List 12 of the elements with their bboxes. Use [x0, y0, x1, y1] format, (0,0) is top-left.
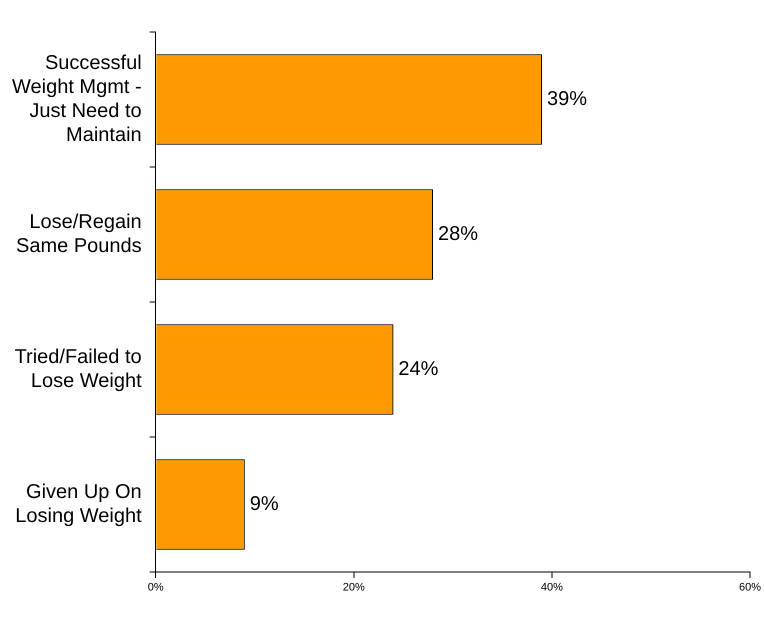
y-tick-label: Lose/Regain Same Pounds: [16, 211, 142, 258]
x-tick-label: 20%: [342, 582, 365, 594]
y-tick-label: Given Up On Losing Weight: [15, 481, 142, 528]
x-tick-label: 0%: [148, 582, 164, 594]
y-tick-label: Successful Weight Mgmt - Just Need to Maintain: [12, 52, 142, 146]
data-label: 9%: [250, 493, 279, 516]
x-tick-label: 40%: [540, 582, 564, 594]
y-tick-label: Tried/Failed to Lose Weight: [14, 346, 142, 392]
data-label: 24%: [398, 358, 439, 380]
data-label: 28%: [438, 223, 478, 246]
x-tick-label: 60%: [738, 582, 762, 594]
data-label: 39%: [546, 88, 588, 110]
